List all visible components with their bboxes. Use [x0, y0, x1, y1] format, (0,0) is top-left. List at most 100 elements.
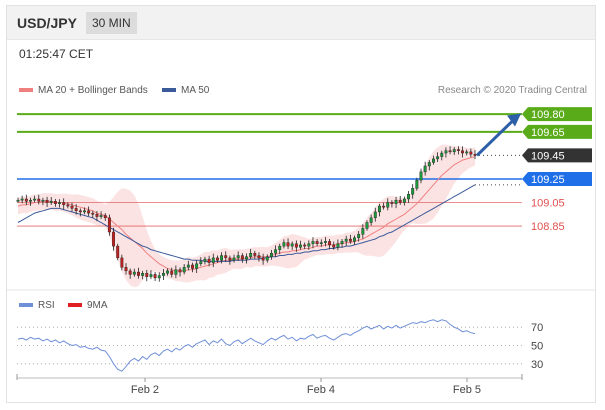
candle	[182, 264, 186, 275]
copyright-text: Research © 2020 Trading Central	[438, 85, 587, 96]
bollinger-band-layer	[18, 144, 475, 288]
candle	[170, 267, 174, 278]
candle	[186, 260, 190, 271]
candle	[145, 269, 149, 282]
candle	[444, 147, 448, 158]
candle	[456, 146, 460, 155]
level-label: 109.25	[531, 174, 565, 186]
candle	[33, 195, 37, 203]
candle	[294, 240, 298, 252]
candle	[128, 268, 132, 279]
candle	[53, 198, 57, 207]
candle	[220, 252, 224, 264]
candle	[319, 239, 323, 247]
candle	[95, 211, 99, 222]
candle	[232, 254, 236, 263]
candle	[29, 197, 32, 206]
candle	[440, 150, 444, 161]
candle	[199, 257, 203, 267]
ma50-legend-label: MA 50	[181, 85, 210, 96]
candle	[282, 239, 286, 249]
candle	[390, 200, 394, 208]
candle	[149, 270, 153, 280]
candle	[436, 152, 440, 162]
level-label: 108.85	[531, 221, 565, 233]
candle	[419, 168, 423, 184]
price-tag-current: 109.45	[522, 148, 592, 163]
candle	[336, 239, 340, 251]
x-tick-label: Feb 2	[131, 384, 159, 396]
candle	[195, 260, 199, 273]
candle	[265, 254, 269, 263]
candle	[211, 253, 215, 268]
candle	[423, 161, 427, 176]
candle	[382, 202, 386, 210]
ma9-legend-label: 9MA	[87, 300, 108, 311]
candle	[365, 220, 369, 231]
candle	[58, 199, 61, 208]
candle	[278, 243, 282, 255]
candle	[269, 249, 273, 260]
candle	[203, 256, 207, 265]
candle	[427, 160, 431, 171]
timeframe-badge[interactable]: 30 MIN	[86, 12, 137, 34]
timestamp: 01:25:47 CET	[19, 47, 94, 61]
candle	[41, 197, 45, 206]
level-label: 109.05	[531, 198, 565, 210]
candle	[215, 255, 219, 263]
candles-layer	[16, 146, 477, 282]
candle	[402, 196, 406, 206]
candle	[124, 263, 128, 275]
candle	[361, 224, 365, 239]
price-tag-resistance: 109.80	[522, 107, 592, 122]
candle	[141, 270, 145, 280]
price-tag-resistance: 109.65	[522, 124, 592, 139]
candle	[20, 195, 24, 204]
candle	[66, 202, 70, 209]
candle	[257, 252, 261, 262]
candle	[315, 239, 319, 247]
candle	[120, 254, 124, 271]
candle	[161, 268, 165, 281]
candle	[369, 214, 373, 226]
candle	[461, 146, 464, 158]
candle	[473, 149, 477, 160]
bollinger-band	[18, 144, 475, 288]
candle	[249, 248, 253, 260]
rsi-legend-swatch	[19, 303, 33, 307]
candle	[91, 210, 95, 219]
candle	[469, 148, 473, 158]
candle	[386, 198, 390, 211]
forecast-arrow-shaft	[475, 119, 515, 157]
candle	[87, 206, 91, 217]
ma9-legend-swatch	[68, 303, 82, 307]
candle	[24, 194, 28, 206]
rsi-level-label: 50	[531, 341, 543, 353]
candle	[112, 227, 116, 251]
candle	[299, 240, 302, 250]
level-label: 109.80	[531, 109, 565, 121]
rsi-level-label: 70	[531, 322, 543, 334]
candle	[49, 197, 53, 205]
candle	[411, 184, 415, 199]
candle	[228, 255, 232, 265]
candle	[70, 202, 74, 212]
candle	[340, 239, 344, 248]
price-levels-layer	[17, 113, 522, 227]
candle	[311, 237, 315, 249]
candle	[398, 195, 402, 205]
ma20-legend-swatch	[19, 88, 33, 92]
candle	[240, 253, 244, 263]
candle	[323, 237, 327, 247]
candle	[357, 231, 361, 242]
candle	[83, 207, 86, 215]
rsi-level-label: 30	[531, 359, 543, 371]
candle	[261, 253, 265, 265]
candle	[253, 250, 257, 259]
candle	[290, 241, 294, 250]
candle	[78, 208, 82, 217]
forecast-arrow-head	[507, 113, 521, 127]
candle	[344, 235, 348, 246]
level-label: 109.65	[531, 127, 565, 139]
